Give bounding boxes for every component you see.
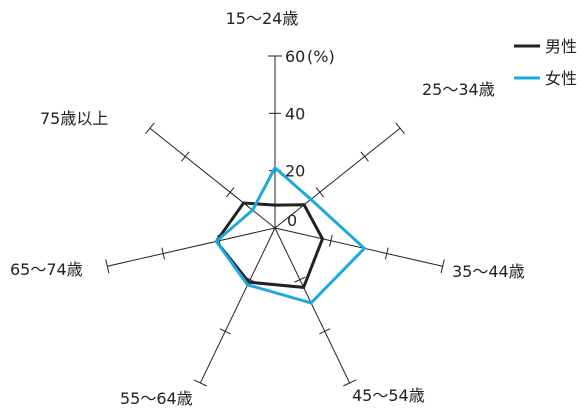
category-label-0: 15〜24歳 (226, 9, 299, 28)
category-label-4: 55〜64歳 (120, 389, 193, 408)
radar-tick-6-40 (181, 151, 190, 162)
radar-axis-cap-3 (343, 379, 357, 387)
radar-axis-5 (107, 227, 276, 267)
radar-tick-2-20 (329, 234, 333, 247)
radar-tick-2-40 (384, 247, 389, 260)
radar-axis-3 (274, 227, 351, 384)
radar-axes (105, 55, 445, 387)
radar-axis-cap-2 (440, 259, 445, 274)
radar-axis-cap-6 (145, 122, 155, 135)
legend-label-1: 女性 (545, 69, 577, 88)
radar-category-labels: 15〜24歳 25〜34歳 35〜44歳 45〜54歳 55〜64歳 65〜74歳 75歳以… (10, 9, 525, 408)
radar-tick-3-40 (319, 328, 331, 335)
radar-axis-cap-5 (105, 259, 110, 274)
series-line-0 (214, 201, 325, 290)
category-label-2: 35〜44歳 (452, 262, 525, 281)
series-line-1 (214, 165, 367, 305)
radar-axis-1 (274, 127, 401, 229)
radar-tick-3-20 (294, 276, 306, 283)
tick-label-0: 0 (287, 211, 297, 230)
radar-tick-1-40 (360, 151, 369, 162)
radar-tick-5-40 (161, 247, 166, 260)
radar-axis-cap-1 (395, 122, 405, 135)
radar-tick-1-20 (315, 187, 324, 198)
radar-axis-2 (274, 227, 443, 267)
tick-label-60: 60 (285, 47, 305, 66)
radar-axis-6 (149, 127, 276, 229)
tick-label-40: 40 (285, 104, 305, 123)
radar-tick-4-40 (219, 328, 231, 335)
radar-series (214, 165, 367, 305)
category-label-3: 45〜54歳 (352, 386, 425, 405)
radar-axis-cap-4 (193, 379, 207, 387)
legend-label-0: 男性 (545, 37, 577, 56)
category-label-1: 25〜34歳 (422, 80, 495, 99)
axis-unit-label: (%) (307, 47, 335, 66)
radar-tick-6-20 (226, 187, 235, 198)
category-label-6: 75歳以上 (40, 109, 108, 128)
radar-axis-4 (199, 227, 276, 384)
radar-tick-labels: 0 20 40 60 (%) (285, 47, 335, 230)
category-label-5: 65〜74歳 (10, 260, 83, 279)
tick-label-20: 20 (285, 162, 305, 181)
